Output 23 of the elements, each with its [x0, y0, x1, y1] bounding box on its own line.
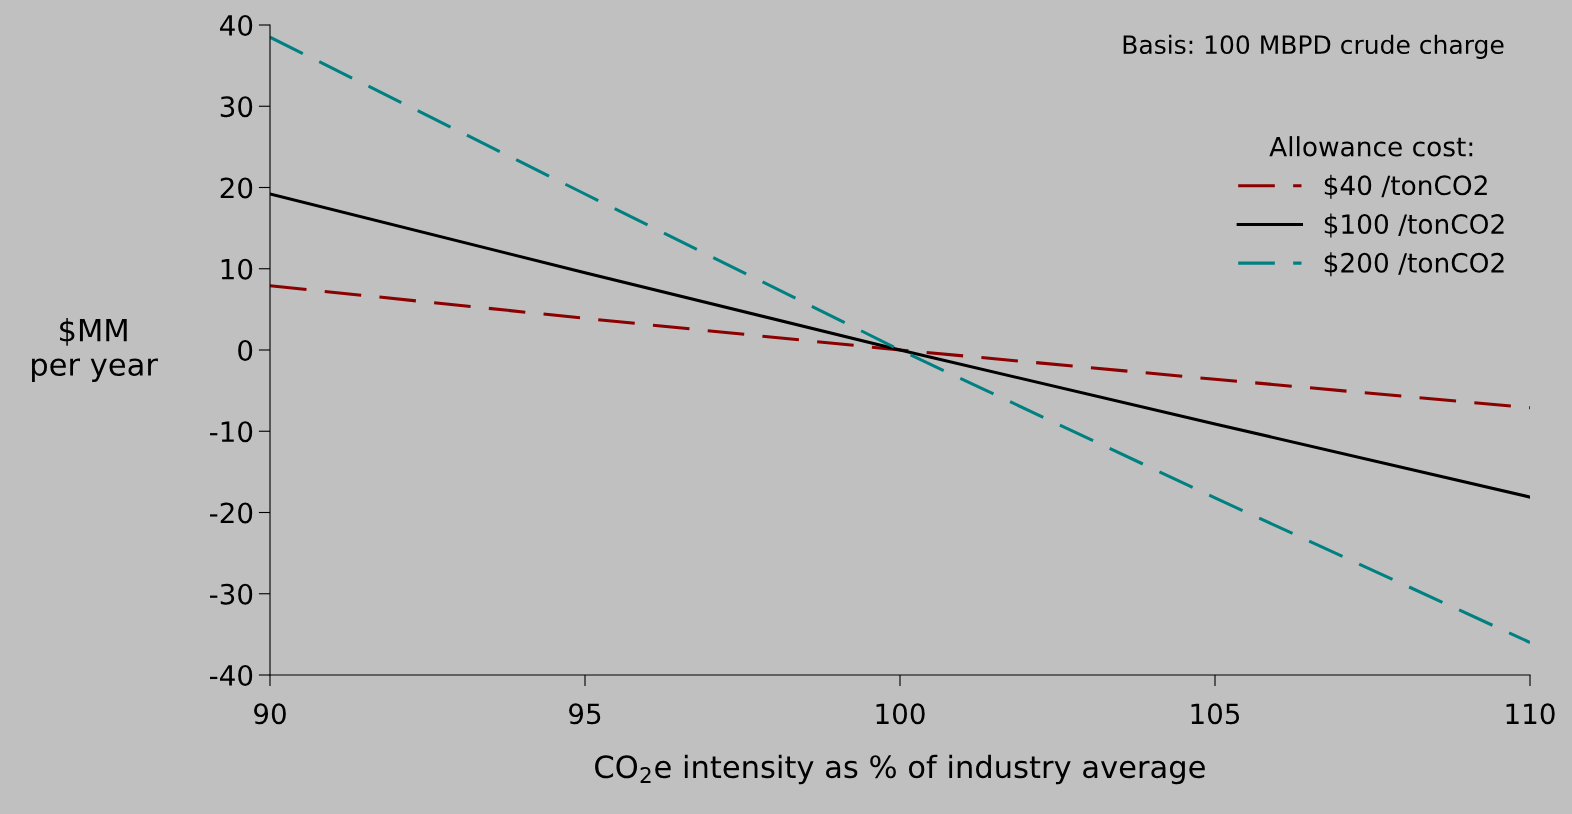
y-tick-label: 40	[220, 14, 253, 36]
y-tick-label: 30	[220, 96, 253, 118]
x-tick-label: 105	[1191, 703, 1240, 725]
legend-label: $40 /tonCO2	[1324, 174, 1487, 199]
x-axis-title: CO$_{2}$e intensity as % of industry average	[595, 754, 1205, 785]
y-tick-label: 10	[221, 258, 253, 280]
line-series	[270, 35, 1530, 645]
x-tick-label: 110	[1506, 703, 1555, 725]
y-tick-label: 20	[220, 177, 253, 199]
y-tick-label: -30	[210, 583, 253, 605]
y-axis-title: $MM per year	[32, 318, 158, 382]
y-tick-label: -40	[210, 664, 253, 686]
annotation: Basis: 100 MBPD crude charge	[1123, 34, 1504, 59]
x-tick-label: 95	[569, 703, 601, 725]
y-tick-label: -10	[210, 421, 253, 443]
y-tick-label: 0	[238, 339, 253, 361]
legend-label: $200 /tonCO2	[1324, 252, 1504, 277]
line-series	[270, 284, 1530, 410]
x-tick-label: 90	[254, 703, 286, 725]
x-tick-label: 100	[876, 703, 925, 725]
legend-label: $100 /tonCO2	[1324, 213, 1504, 238]
legend-title: Allowance cost:	[1269, 136, 1473, 157]
y-tick-label: -20	[210, 502, 253, 524]
